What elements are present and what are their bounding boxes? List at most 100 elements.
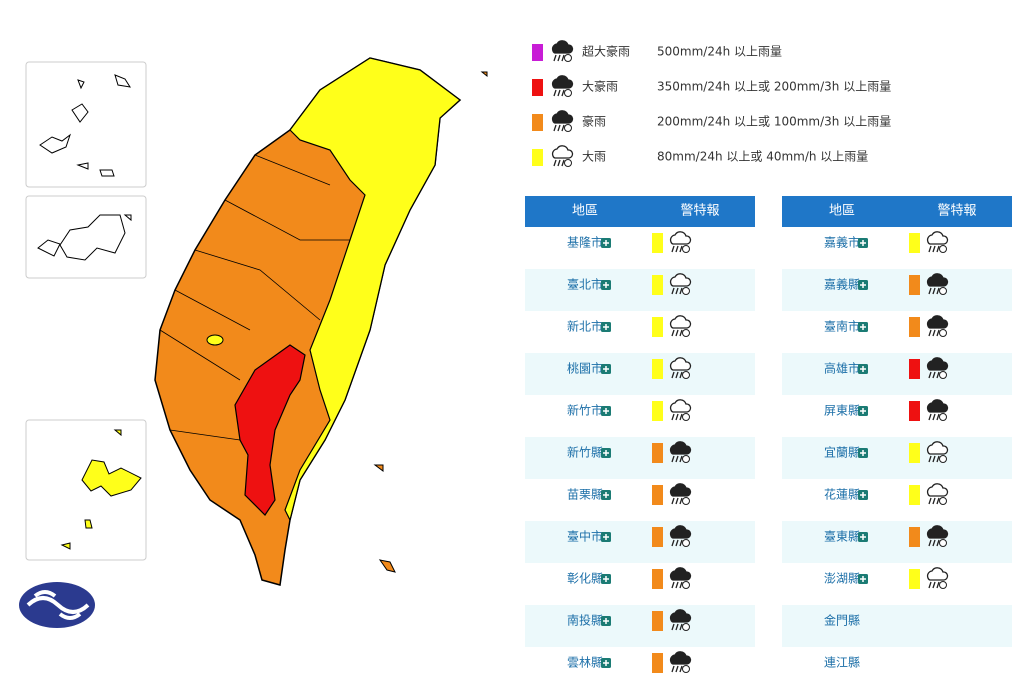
logo-wave [26, 590, 90, 620]
rain-drop [553, 89, 557, 97]
alert-swatch [652, 317, 663, 337]
table-row [782, 269, 1012, 311]
warn-mark [682, 539, 690, 547]
rain-drop [932, 413, 936, 421]
region-name: 新竹縣 [567, 445, 603, 460]
table-row [782, 311, 1012, 353]
region-name: 屏東縣 [824, 404, 860, 418]
region-name: 南投縣 [567, 613, 603, 628]
alert-swatch [909, 401, 920, 421]
cloud [669, 609, 692, 623]
cloud [926, 441, 949, 455]
plus-sign [860, 450, 866, 456]
table-header [782, 196, 1012, 227]
cloud [926, 567, 949, 581]
region-name: 桃園市 [567, 361, 603, 376]
plus-sign [603, 492, 609, 498]
rain-drop [932, 287, 936, 295]
rain-icon [669, 273, 692, 295]
rain-drop [932, 329, 936, 337]
table-row [525, 479, 755, 521]
legend-name: 大雨 [582, 150, 606, 164]
cloud [669, 651, 692, 665]
plus-sign [860, 534, 866, 540]
warn-mark [682, 287, 690, 295]
region-name: 新北市 [567, 319, 603, 334]
plus-sign [603, 240, 609, 246]
cloud [551, 75, 574, 89]
warn-mark [939, 539, 947, 547]
rain-drop [671, 371, 675, 379]
region-name: 苗栗縣 [567, 488, 603, 502]
warn-mark [682, 623, 690, 631]
rain-icon [926, 399, 949, 421]
table-row [525, 647, 755, 689]
rain-drop [671, 455, 675, 463]
table-row [525, 605, 755, 647]
legend-name: 豪雨 [582, 114, 606, 129]
rain-drop [936, 413, 940, 421]
table-row [525, 563, 755, 605]
plus-sign [603, 366, 609, 372]
rain-drop [679, 371, 683, 379]
rain-icon [669, 483, 692, 505]
warn-mark [682, 371, 690, 379]
rain-drop [679, 329, 683, 337]
region-name: 澎湖縣 [824, 571, 860, 586]
rain-drop [679, 455, 683, 463]
alert-swatch [652, 359, 663, 379]
rain-icon [926, 525, 949, 547]
table-row [782, 395, 1012, 437]
rain-drop [932, 497, 936, 505]
alert-swatch [909, 317, 920, 337]
plus-sign [603, 408, 609, 414]
legend-desc: 80mm/24h 以上或 40mm/h 以上雨量 [657, 150, 868, 164]
rain-drop [671, 539, 675, 547]
region-name: 臺東縣 [824, 529, 860, 544]
rain-drop [671, 287, 675, 295]
plus-sign [603, 660, 609, 666]
warn-mark [682, 245, 690, 253]
rain-drop [932, 371, 936, 379]
table-row [525, 269, 755, 311]
rain-icon [926, 231, 949, 253]
table-row [525, 395, 755, 437]
inset-shape [37, 214, 132, 261]
rain-icon [669, 441, 692, 463]
plus-sign [860, 408, 866, 414]
rain-icon [926, 315, 949, 337]
rain-drop [928, 329, 932, 337]
table-row [525, 311, 755, 353]
warn-mark [939, 581, 947, 589]
legend-name: 超大豪雨 [582, 44, 630, 59]
region-name: 宜蘭縣 [824, 445, 860, 460]
rain-drop [928, 413, 932, 421]
plus-sign [603, 324, 609, 330]
rain-drop [932, 539, 936, 547]
plus-sign [860, 366, 866, 372]
rain-drop [561, 124, 565, 132]
rain-drop [675, 665, 679, 673]
cloud [669, 567, 692, 581]
map-region-yellow [284, 57, 461, 522]
alert-swatch [909, 443, 920, 463]
rain-icon [926, 441, 949, 463]
region-name: 連江縣 [824, 656, 860, 670]
cloud [669, 483, 692, 497]
warn-mark [682, 581, 690, 589]
rain-drop [679, 413, 683, 421]
rain-drop [928, 581, 932, 589]
alert-swatch [652, 275, 663, 295]
rain-drop [675, 623, 679, 631]
table-row [525, 227, 755, 269]
rain-icon [551, 110, 574, 132]
rain-icon [926, 483, 949, 505]
map-islet [373, 71, 488, 573]
inset-penghu [25, 419, 147, 561]
plus-sign [860, 282, 866, 288]
rain-icon [551, 40, 574, 62]
rain-drop [679, 287, 683, 295]
map-border [159, 154, 350, 441]
rain-drop [561, 54, 565, 62]
rain-drop [679, 623, 683, 631]
